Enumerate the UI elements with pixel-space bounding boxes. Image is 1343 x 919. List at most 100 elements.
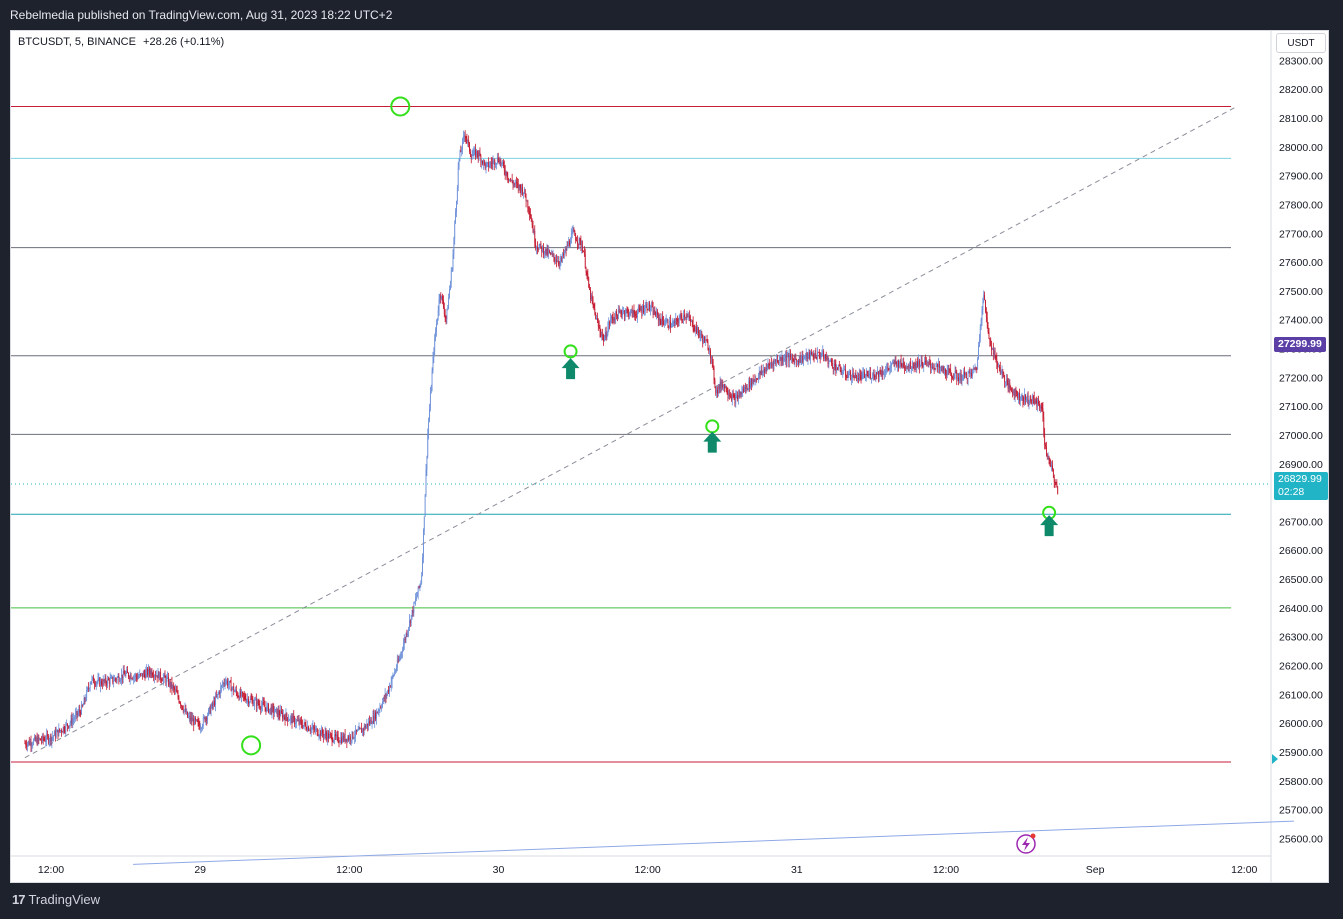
candle-body	[576, 240, 577, 242]
candle-body	[936, 363, 938, 367]
candle-body	[375, 712, 376, 720]
tradingview-logo[interactable]: 17 TradingView	[12, 892, 100, 907]
candle-body	[930, 364, 932, 368]
candle-body	[114, 678, 115, 681]
candle-body	[416, 597, 417, 599]
candle-body	[620, 311, 622, 314]
candle-body	[705, 339, 707, 341]
currency-button[interactable]: USDT	[1276, 33, 1326, 53]
candle-body	[213, 701, 215, 706]
candle-body	[851, 378, 852, 380]
candle-body	[1033, 397, 1035, 404]
candle-body	[196, 719, 198, 722]
chart-frame[interactable]	[10, 30, 1329, 883]
symbol-legend[interactable]: BTCUSDT, 5, BINANCE +28.26 (+0.11%)	[18, 36, 228, 48]
candle-body	[521, 186, 523, 193]
candle-body	[182, 709, 184, 712]
candle-body	[819, 355, 821, 358]
candle-body	[995, 355, 997, 359]
candle-body	[610, 319, 611, 324]
candle-body	[710, 350, 711, 358]
candle-body	[522, 186, 523, 194]
candle-body	[1003, 373, 1005, 376]
symbol-label[interactable]: BTCUSDT, 5, BINANCE	[18, 36, 136, 48]
candle-body	[222, 685, 223, 687]
candle-body	[47, 734, 48, 737]
candle-body	[821, 354, 823, 356]
candle-body	[271, 706, 273, 714]
candle-body	[677, 319, 678, 322]
candle-body	[230, 681, 232, 692]
candle-body	[475, 149, 477, 157]
candle-body	[315, 728, 316, 731]
candle-body	[896, 362, 898, 367]
candle-body	[583, 252, 585, 254]
candle-body	[974, 367, 976, 370]
candle-body	[890, 366, 892, 368]
candle-body	[344, 734, 346, 742]
candle-body	[323, 734, 325, 737]
candle-body	[906, 366, 908, 368]
candle-body	[342, 736, 343, 743]
candle-body	[803, 357, 805, 362]
candle-body	[719, 382, 721, 390]
candle-body	[108, 679, 109, 681]
candle-body	[410, 615, 412, 624]
candle-body	[485, 164, 487, 169]
candle-body	[34, 736, 36, 741]
candle-body	[1047, 456, 1049, 458]
candle-body	[523, 189, 525, 193]
candle-body	[859, 374, 861, 376]
candle-body	[429, 393, 431, 409]
candle-body	[450, 270, 452, 283]
candle-body	[799, 356, 801, 363]
candle-body	[648, 302, 650, 310]
candle-body	[847, 375, 849, 379]
candle-body	[1020, 396, 1022, 401]
candle-body	[630, 310, 631, 315]
candle-body	[1052, 469, 1054, 477]
candle-body	[565, 248, 567, 251]
candle-body	[324, 732, 326, 735]
candle-body	[1015, 389, 1017, 393]
tradingview-mark-icon: 17	[12, 892, 26, 907]
candle-body	[1025, 394, 1026, 401]
candle-body	[1050, 460, 1052, 468]
candle-body	[464, 135, 466, 137]
candle-body	[701, 333, 703, 338]
candle-body	[255, 699, 256, 701]
candle-body	[415, 598, 416, 603]
candle-body	[376, 711, 378, 714]
candle-body	[675, 318, 677, 324]
candle-body	[533, 230, 535, 233]
candle-body	[160, 671, 162, 680]
candle-body	[162, 677, 164, 682]
candle-body	[884, 373, 885, 375]
candle-body	[177, 692, 179, 698]
candle-body	[921, 359, 923, 365]
candle-body	[411, 609, 413, 616]
candle-body	[288, 720, 289, 722]
candle-body	[449, 282, 451, 290]
candle-body	[422, 557, 423, 575]
candle-body	[226, 680, 228, 682]
candle-body	[126, 670, 128, 674]
candle-body	[43, 739, 45, 741]
candle-body	[88, 688, 90, 690]
candle-body	[871, 377, 873, 379]
candle-body	[247, 698, 249, 700]
candle-body	[744, 387, 745, 392]
candle-body	[550, 252, 551, 255]
candle-body	[382, 697, 384, 702]
candle-body	[563, 251, 565, 256]
candle-body	[100, 680, 101, 687]
candle-body	[513, 183, 515, 185]
candle-body	[283, 715, 285, 718]
candle-body	[862, 372, 864, 374]
candle-body	[999, 366, 1000, 368]
candle-body	[486, 162, 488, 165]
candle-body	[418, 586, 420, 588]
candle-body	[851, 373, 853, 379]
candle-body	[215, 696, 216, 706]
